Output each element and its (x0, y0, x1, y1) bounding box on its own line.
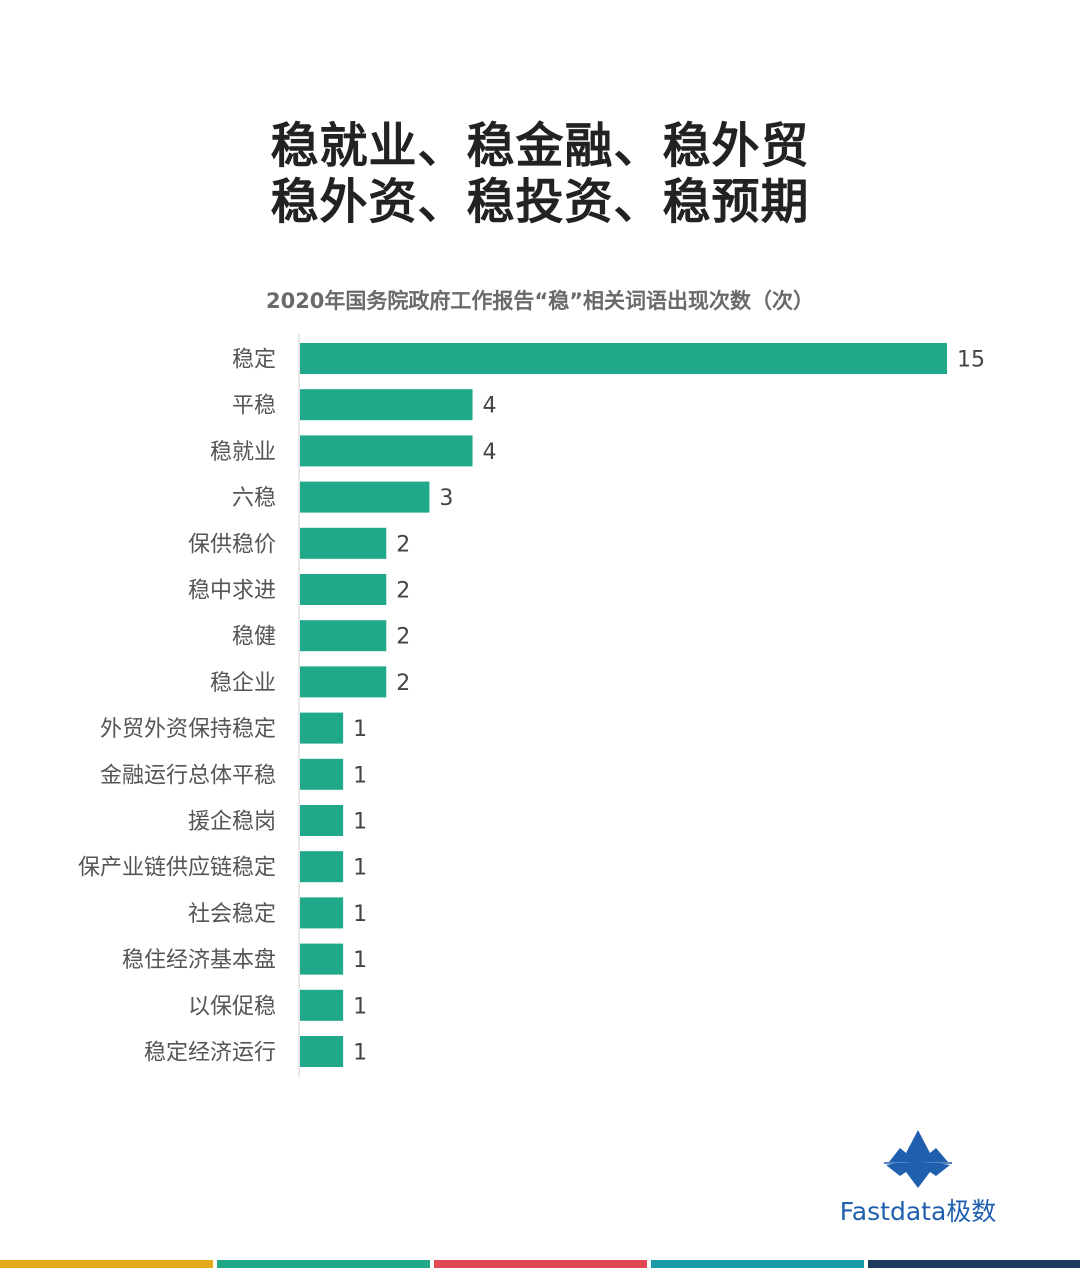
bar (300, 805, 344, 836)
bar (300, 527, 387, 559)
category-label: 援企稳岗 (188, 810, 276, 835)
bar (300, 666, 387, 698)
bar (300, 758, 344, 790)
category-label: 稳中求进 (188, 579, 276, 604)
data-label: 2 (396, 671, 410, 696)
category-label: 保产业链供应链稳定 (78, 856, 276, 881)
bar (300, 481, 430, 513)
category-label: 稳定 (232, 348, 276, 373)
data-label: 2 (396, 532, 410, 557)
data-label: 15 (957, 348, 985, 373)
bar (300, 712, 344, 744)
headline-line-1: 稳就业、稳金融、稳外贸 (270, 118, 810, 174)
data-label: 1 (353, 763, 367, 788)
data-label: 1 (353, 948, 367, 973)
category-label: 稳企业 (210, 671, 276, 696)
category-label: 六稳 (232, 486, 276, 511)
data-label: 2 (396, 625, 410, 650)
iceberg-icon (884, 1130, 952, 1188)
category-label: 稳定经济运行 (144, 1041, 276, 1066)
bar (300, 1036, 344, 1067)
category-label: 外贸外资保持稳定 (100, 717, 276, 742)
category-label: 金融运行总体平稳 (100, 763, 276, 788)
bar (300, 343, 947, 374)
bar (300, 620, 387, 652)
category-label: 以保促稳 (188, 994, 276, 1019)
category-label: 平稳 (232, 394, 276, 419)
bar (300, 897, 344, 929)
data-label: 2 (396, 579, 410, 604)
footer-stripe-4 (651, 1260, 864, 1268)
bar (300, 574, 387, 605)
headline-line-2: 稳外资、稳投资、稳预期 (270, 174, 810, 230)
data-label: 1 (353, 810, 367, 835)
bar (300, 943, 344, 975)
footer-stripes (0, 1260, 1080, 1268)
data-label: 1 (353, 856, 367, 881)
footer-stripe-3 (434, 1260, 647, 1268)
data-label: 1 (353, 1041, 367, 1066)
headline: 稳就业、稳金融、稳外贸 稳外资、稳投资、稳预期 (0, 118, 1080, 230)
data-label: 4 (483, 394, 497, 419)
bar (300, 989, 344, 1021)
category-label: 保供稳价 (188, 532, 276, 557)
data-label: 1 (353, 717, 367, 742)
data-label: 3 (439, 486, 453, 511)
bar (300, 851, 344, 883)
category-label: 稳健 (232, 625, 276, 650)
footer-stripe-1 (0, 1260, 213, 1268)
category-label: 稳住经济基本盘 (122, 948, 276, 973)
category-label: 稳就业 (210, 440, 276, 465)
footer-stripe-5 (868, 1260, 1080, 1268)
brand-name: Fastdata极数 (839, 1197, 997, 1226)
data-label: 1 (353, 994, 367, 1019)
footer-stripe-2 (217, 1260, 430, 1268)
category-label: 社会稳定 (188, 902, 276, 927)
bar (300, 435, 473, 467)
chart-title: 2020年国务院政府工作报告“稳”相关词语出现次数（次） (265, 289, 815, 313)
bar-chart: 稳定 15 平稳 4 稳就业 4 六稳 3 保供稳价 2 稳中求进 2 稳健 2 稳企业 2 外贸外资保持稳定 1… (78, 334, 985, 1077)
data-label: 1 (353, 902, 367, 927)
bar (300, 389, 473, 421)
data-label: 4 (483, 440, 497, 465)
brand-logo: Fastdata极数 (836, 1126, 1000, 1226)
